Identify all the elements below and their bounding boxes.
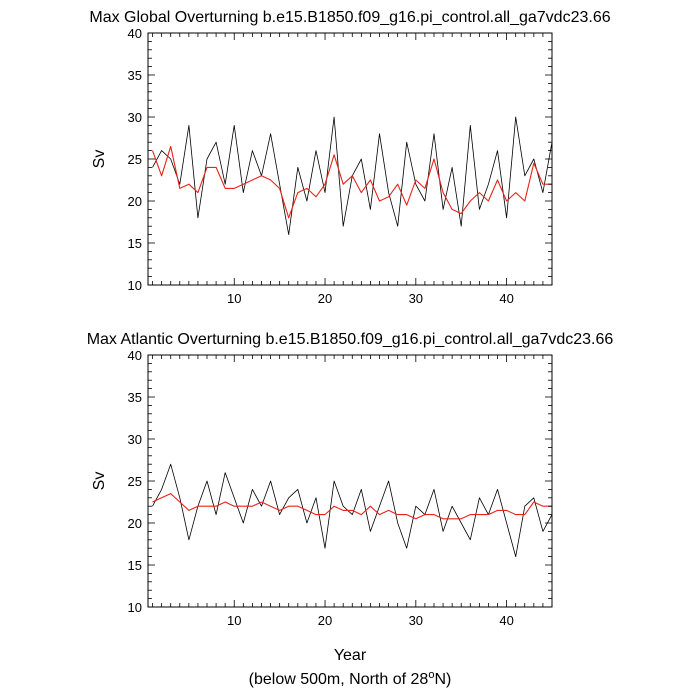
x-axis-label: Year <box>334 647 367 664</box>
atlantic-overturning-panel: Max Atlantic Overturning b.e15.B1850.f09… <box>87 331 614 664</box>
footer-suffix: N) <box>434 671 451 688</box>
y-tick-label: 25 <box>128 474 142 489</box>
chart-title: Max Atlantic Overturning b.e15.B1850.f09… <box>87 331 614 348</box>
y-tick-label: 35 <box>128 68 142 83</box>
series-line <box>151 145 552 219</box>
x-tick-label: 40 <box>499 291 513 306</box>
y-axis-label: Sv <box>91 150 108 169</box>
y-tick-label: 35 <box>128 390 142 405</box>
y-tick-label: 10 <box>128 600 142 615</box>
y-tick-label: 40 <box>128 26 142 41</box>
x-tick-label: 40 <box>499 613 513 628</box>
y-tick-label: 25 <box>128 152 142 167</box>
footer-note: (below 500m, North of 28oN) <box>249 669 452 688</box>
x-tick-label: 20 <box>318 291 332 306</box>
x-tick-label: 10 <box>227 291 241 306</box>
x-tick-label: 30 <box>409 291 423 306</box>
footer-degree-superscript: o <box>428 669 434 681</box>
x-tick-label: 30 <box>409 613 423 628</box>
x-tick-label: 20 <box>318 613 332 628</box>
chart-title: Max Global Overturning b.e15.B1850.f09_g… <box>89 9 610 26</box>
smoothed-series <box>152 493 553 520</box>
series-line <box>152 493 552 520</box>
y-tick-label: 30 <box>128 110 142 125</box>
footer-prefix: (below 500m, North of 28 <box>249 671 429 688</box>
y-tick-label: 20 <box>128 516 142 531</box>
y-axis-label: Sv <box>91 472 108 491</box>
y-tick-label: 40 <box>128 348 142 363</box>
plot-frame <box>147 32 553 286</box>
y-tick-label: 15 <box>128 236 142 251</box>
x-tick-label: 10 <box>227 613 241 628</box>
y-tick-label: 15 <box>128 558 142 573</box>
y-tick-label: 20 <box>128 194 142 209</box>
y-tick-label: 10 <box>128 278 142 293</box>
plot-frame <box>147 354 553 608</box>
global-overturning-panel: Max Global Overturning b.e15.B1850.f09_g… <box>89 9 610 306</box>
smoothed-series <box>151 145 553 219</box>
y-tick-label: 30 <box>128 432 142 447</box>
